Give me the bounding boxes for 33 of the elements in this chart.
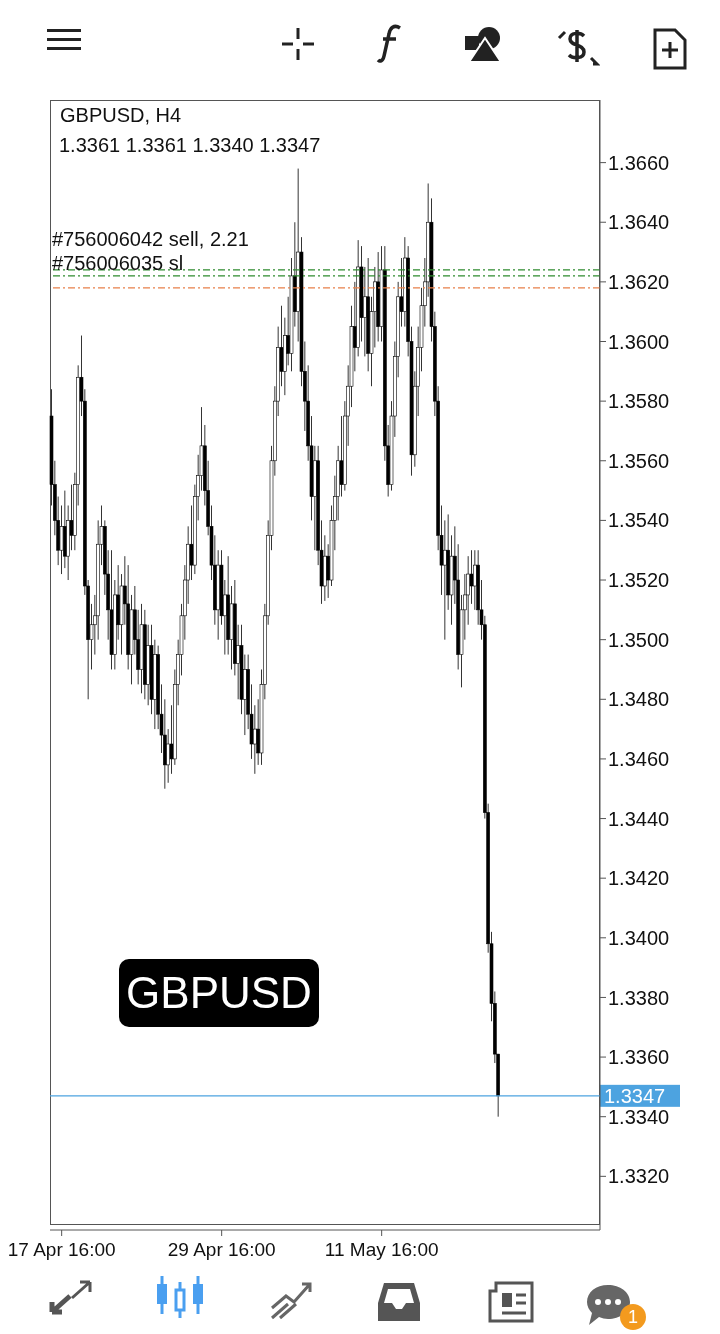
y-tick-label: 1.3360 <box>608 1046 670 1069</box>
candlestick <box>253 704 257 775</box>
y-tick-label: 1.3320 <box>608 1165 670 1188</box>
ref-line-label: #756006035 sl <box>52 251 184 274</box>
y-tick-label: 1.3540 <box>608 509 670 532</box>
y-tick-label: 1.3620 <box>608 270 670 293</box>
candlestick <box>473 549 477 611</box>
ref-line-label: #756006042 sell, 2.21 <box>52 227 249 250</box>
text: 1.3361 1.3361 1.3340 1.3347 <box>59 134 321 157</box>
y-tick-label: 1.3420 <box>608 867 670 890</box>
y-tick-label: 1.3560 <box>608 449 670 472</box>
y-tick-label: 1.3520 <box>608 569 670 592</box>
text: 1 <box>620 1304 646 1330</box>
chart-title: GBPUSD, H4 <box>60 104 182 127</box>
x-tick-label: 17 Apr 16:00 <box>7 1239 116 1260</box>
y-tick-label: 1.3480 <box>608 688 670 711</box>
candlestick <box>59 505 64 575</box>
y-tick-label: 1.3460 <box>608 748 670 771</box>
ref-line-label: 1.3347 <box>604 1084 666 1107</box>
x-tick-label: 29 Apr 16:00 <box>167 1239 276 1260</box>
y-tick-label: 1.3660 <box>608 151 670 174</box>
y-tick-label: 1.3440 <box>608 807 670 830</box>
y-tick-label: 1.3500 <box>608 628 670 651</box>
y-tick-label: 1.3600 <box>608 330 670 353</box>
y-tick-label: 1.3380 <box>608 986 670 1009</box>
annotation: GBPUSD <box>119 959 319 1027</box>
y-tick-label: 1.3580 <box>608 390 670 413</box>
candlestick <box>469 549 474 605</box>
y-tick-label: 1.3340 <box>608 1105 670 1128</box>
candlestick <box>339 415 344 497</box>
y-tick-label: 1.3640 <box>608 211 670 234</box>
x-tick-label: 11 May 16:00 <box>324 1239 439 1260</box>
y-tick-label: 1.3400 <box>608 926 670 949</box>
